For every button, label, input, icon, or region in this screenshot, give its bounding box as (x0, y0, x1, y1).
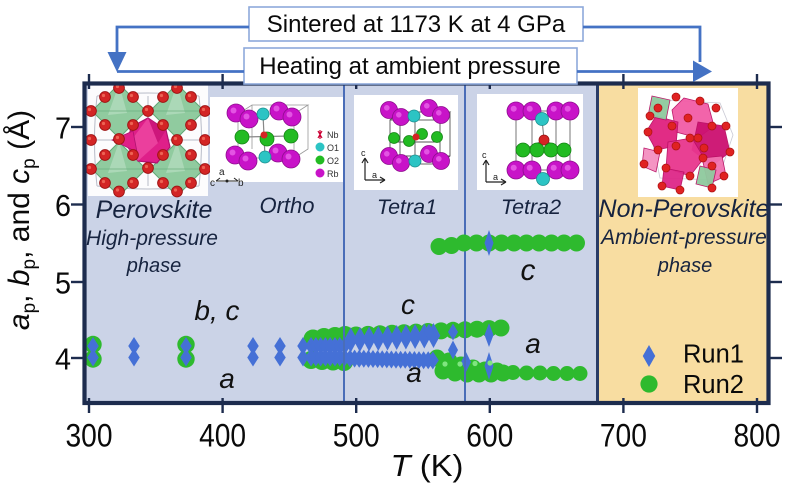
svg-text:a: a (406, 357, 422, 388)
svg-text:Rb: Rb (327, 169, 339, 179)
svg-text:a: a (219, 167, 225, 178)
svg-text:b, c: b, c (194, 295, 239, 326)
svg-text:Run2: Run2 (683, 371, 744, 399)
svg-text:ap, bp, and cp (Å): ap, bp, and cp (Å) (3, 110, 40, 330)
svg-text:600: 600 (466, 418, 513, 454)
svg-text:phase: phase (657, 255, 713, 277)
svg-text:c: c (210, 178, 215, 189)
svg-text:Tetra2: Tetra2 (501, 195, 561, 219)
svg-text:500: 500 (333, 418, 380, 454)
svg-text:7: 7 (55, 111, 71, 146)
svg-text:a: a (219, 363, 235, 394)
svg-text:700: 700 (600, 418, 647, 454)
svg-text:Tetra1: Tetra1 (377, 195, 437, 219)
svg-text:Nb: Nb (327, 130, 339, 140)
svg-text:phase: phase (126, 255, 182, 277)
svg-text:a: a (372, 170, 377, 180)
svg-text:c: c (401, 289, 415, 320)
svg-text:Ortho: Ortho (259, 193, 314, 218)
svg-text:300: 300 (66, 418, 113, 454)
svg-text:High-pressure: High-pressure (86, 227, 218, 250)
svg-text:b: b (238, 178, 244, 189)
svg-text:6: 6 (55, 188, 71, 223)
svg-text:O2: O2 (327, 156, 339, 166)
svg-text:800: 800 (734, 418, 781, 454)
svg-text:Sintered at 1173 K at 4 GPa: Sintered at 1173 K at 4 GPa (267, 11, 566, 38)
svg-text:c: c (482, 150, 487, 160)
svg-text:400: 400 (199, 418, 246, 454)
svg-text:c: c (521, 254, 536, 287)
svg-text:O1: O1 (327, 143, 339, 153)
svg-text:Perovskite: Perovskite (96, 196, 213, 224)
svg-text:c: c (361, 148, 366, 158)
svg-text:Non-Perovskite: Non-Perovskite (599, 195, 770, 223)
svg-text:4: 4 (55, 342, 71, 377)
svg-text:Ambient-pressure: Ambient-pressure (599, 226, 767, 249)
svg-text:5: 5 (55, 266, 71, 301)
svg-text:Run1: Run1 (683, 341, 744, 369)
svg-text:a: a (493, 172, 498, 182)
svg-text:a: a (525, 328, 541, 359)
svg-text:Heating at ambient pressure: Heating at ambient pressure (259, 53, 561, 80)
svg-text:T (K): T (K) (391, 448, 464, 483)
